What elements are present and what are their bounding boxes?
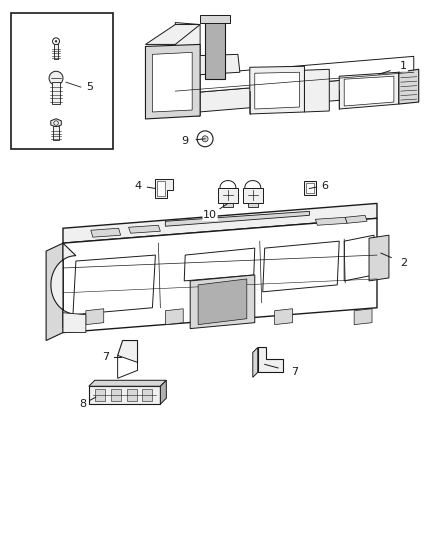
- Polygon shape: [145, 25, 200, 44]
- Polygon shape: [86, 309, 104, 325]
- Polygon shape: [129, 225, 160, 233]
- Text: 2: 2: [400, 258, 407, 268]
- Polygon shape: [155, 179, 173, 198]
- Polygon shape: [63, 313, 86, 333]
- Polygon shape: [175, 54, 240, 76]
- Polygon shape: [304, 69, 329, 112]
- Circle shape: [49, 71, 63, 85]
- Polygon shape: [91, 228, 120, 237]
- Polygon shape: [399, 69, 419, 104]
- Text: 7: 7: [291, 367, 298, 377]
- Circle shape: [202, 136, 208, 142]
- Polygon shape: [223, 204, 233, 207]
- Text: 10: 10: [203, 211, 217, 220]
- Polygon shape: [63, 219, 377, 333]
- Polygon shape: [118, 341, 138, 370]
- Polygon shape: [127, 389, 137, 401]
- Polygon shape: [11, 13, 113, 149]
- Polygon shape: [51, 243, 76, 328]
- Polygon shape: [307, 182, 314, 193]
- Polygon shape: [165, 212, 309, 226]
- Polygon shape: [263, 241, 339, 292]
- Polygon shape: [145, 44, 200, 119]
- Polygon shape: [339, 72, 399, 109]
- Text: 9: 9: [182, 136, 189, 146]
- Polygon shape: [345, 215, 367, 223]
- Polygon shape: [54, 44, 58, 59]
- Circle shape: [197, 131, 213, 147]
- Polygon shape: [89, 386, 160, 404]
- Polygon shape: [258, 348, 283, 373]
- Polygon shape: [315, 217, 347, 225]
- Polygon shape: [142, 389, 152, 401]
- Text: 4: 4: [134, 181, 141, 190]
- Polygon shape: [175, 74, 414, 114]
- Polygon shape: [63, 204, 377, 243]
- Text: 7: 7: [102, 352, 110, 362]
- Polygon shape: [111, 389, 120, 401]
- Polygon shape: [165, 309, 183, 325]
- Polygon shape: [253, 348, 258, 377]
- Polygon shape: [248, 204, 258, 207]
- Polygon shape: [175, 22, 200, 116]
- Text: 6: 6: [321, 181, 328, 190]
- Polygon shape: [160, 380, 166, 404]
- Polygon shape: [89, 380, 166, 386]
- Text: 8: 8: [79, 399, 86, 409]
- Polygon shape: [46, 243, 63, 341]
- Polygon shape: [198, 279, 247, 325]
- Polygon shape: [205, 20, 225, 79]
- Polygon shape: [51, 119, 61, 127]
- Polygon shape: [243, 188, 263, 204]
- Text: 5: 5: [86, 82, 93, 92]
- Polygon shape: [369, 235, 389, 281]
- Text: 1: 1: [400, 61, 407, 71]
- Polygon shape: [190, 275, 255, 329]
- Circle shape: [55, 41, 57, 42]
- Polygon shape: [152, 52, 192, 112]
- Polygon shape: [218, 188, 238, 204]
- Polygon shape: [275, 309, 293, 325]
- Polygon shape: [118, 356, 138, 378]
- Polygon shape: [52, 82, 60, 104]
- Polygon shape: [344, 76, 394, 106]
- Polygon shape: [304, 181, 316, 196]
- Polygon shape: [53, 126, 59, 140]
- Circle shape: [53, 38, 60, 45]
- Polygon shape: [175, 56, 414, 94]
- Polygon shape: [250, 66, 304, 114]
- Polygon shape: [354, 309, 372, 325]
- Polygon shape: [73, 255, 155, 314]
- Polygon shape: [344, 235, 374, 281]
- Polygon shape: [255, 72, 300, 109]
- Polygon shape: [157, 181, 165, 197]
- Polygon shape: [184, 248, 255, 281]
- Polygon shape: [200, 14, 230, 22]
- Polygon shape: [95, 389, 105, 401]
